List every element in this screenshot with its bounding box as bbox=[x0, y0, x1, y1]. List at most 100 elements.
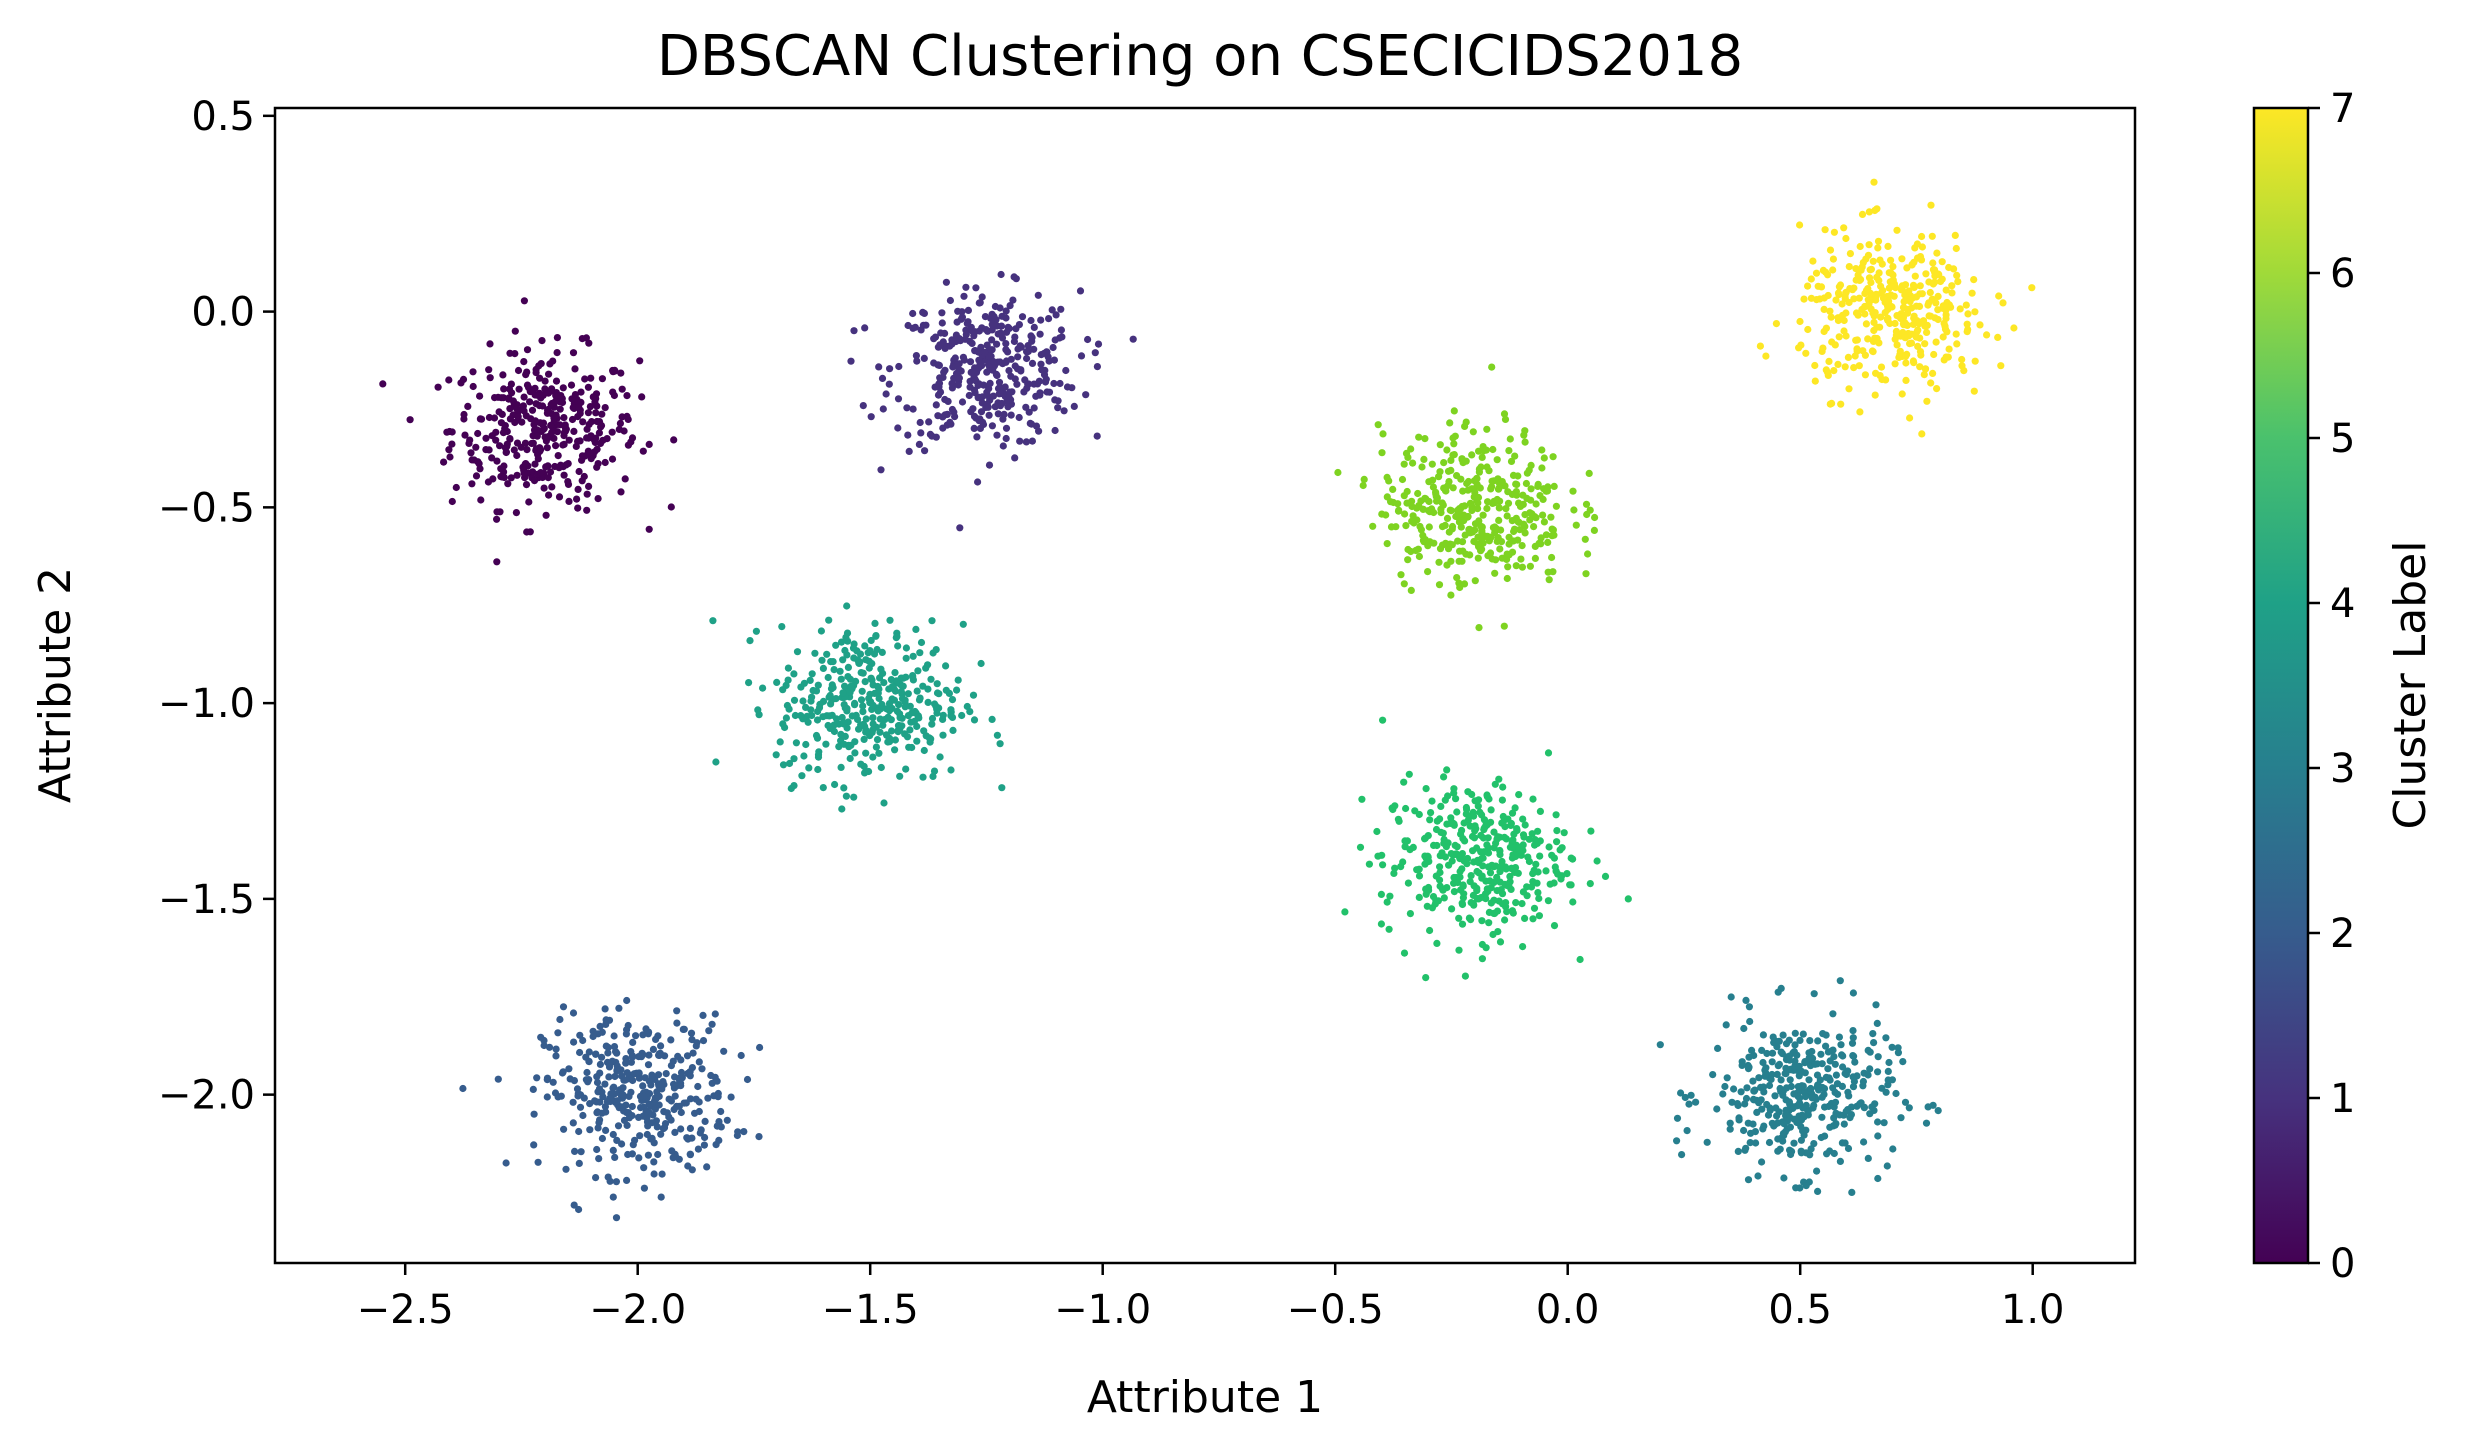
point bbox=[1855, 294, 1863, 302]
point bbox=[840, 784, 848, 792]
point bbox=[1093, 432, 1101, 440]
point bbox=[612, 1178, 621, 1186]
point bbox=[621, 475, 629, 483]
point bbox=[1518, 542, 1526, 550]
point bbox=[1365, 860, 1373, 868]
point bbox=[1995, 292, 2003, 300]
point bbox=[1359, 481, 1367, 490]
point bbox=[1527, 496, 1535, 504]
point bbox=[1532, 500, 1540, 508]
point bbox=[529, 439, 537, 447]
point bbox=[1585, 469, 1593, 477]
point bbox=[1400, 580, 1408, 588]
point bbox=[1826, 246, 1835, 254]
point bbox=[657, 1130, 665, 1138]
point bbox=[1054, 404, 1062, 412]
point bbox=[1826, 1057, 1834, 1065]
point bbox=[575, 1127, 583, 1136]
point bbox=[928, 617, 936, 625]
point bbox=[1056, 379, 1064, 388]
point bbox=[1470, 493, 1478, 501]
point bbox=[683, 1134, 691, 1142]
point bbox=[1450, 873, 1458, 882]
point bbox=[1045, 388, 1054, 396]
point bbox=[1459, 894, 1467, 902]
point bbox=[1522, 479, 1530, 488]
cluster-5 bbox=[1341, 716, 1632, 982]
point bbox=[1456, 873, 1464, 881]
point bbox=[989, 392, 998, 400]
point bbox=[1837, 400, 1845, 408]
point bbox=[1918, 430, 1926, 438]
point bbox=[1468, 451, 1476, 459]
point bbox=[1785, 1036, 1793, 1044]
point bbox=[532, 369, 540, 377]
point bbox=[1391, 802, 1399, 810]
point bbox=[1440, 894, 1448, 902]
point bbox=[534, 455, 542, 463]
point bbox=[987, 314, 995, 322]
point bbox=[1502, 505, 1510, 513]
point bbox=[1790, 1103, 1798, 1111]
point bbox=[1051, 426, 1059, 435]
point bbox=[902, 654, 910, 662]
point bbox=[1545, 576, 1553, 584]
point bbox=[1484, 834, 1492, 842]
point bbox=[1474, 856, 1482, 864]
point bbox=[1471, 526, 1479, 534]
point bbox=[1954, 278, 1962, 286]
point bbox=[492, 428, 500, 436]
point bbox=[1532, 860, 1540, 868]
point bbox=[1488, 363, 1496, 371]
point bbox=[872, 632, 880, 640]
point bbox=[687, 1029, 696, 1037]
point bbox=[537, 1033, 545, 1041]
point bbox=[1002, 424, 1011, 432]
y-tick-label: 0.0 bbox=[191, 290, 255, 336]
cluster-6 bbox=[1334, 363, 1599, 632]
point bbox=[1864, 1046, 1872, 1054]
point bbox=[476, 392, 484, 400]
point bbox=[655, 1101, 663, 1109]
point bbox=[809, 686, 817, 695]
point bbox=[1812, 269, 1821, 277]
point bbox=[1428, 797, 1436, 805]
point bbox=[486, 340, 494, 348]
point bbox=[554, 1029, 562, 1037]
point bbox=[1002, 346, 1010, 354]
point bbox=[1402, 804, 1410, 813]
point bbox=[1831, 1088, 1839, 1096]
point bbox=[1461, 972, 1469, 980]
point bbox=[876, 674, 884, 682]
point bbox=[1450, 888, 1458, 896]
point bbox=[872, 743, 881, 751]
point bbox=[804, 718, 812, 726]
point bbox=[545, 491, 553, 499]
point bbox=[1570, 506, 1578, 514]
point bbox=[1774, 1135, 1782, 1143]
point bbox=[1970, 387, 1978, 395]
point bbox=[1483, 504, 1491, 513]
point bbox=[974, 394, 982, 402]
point bbox=[1450, 440, 1458, 448]
point bbox=[460, 410, 468, 419]
point bbox=[997, 270, 1005, 279]
point bbox=[1840, 1120, 1848, 1128]
point bbox=[1806, 1037, 1814, 1045]
point bbox=[1034, 291, 1042, 299]
point bbox=[1852, 336, 1860, 344]
point bbox=[593, 1098, 601, 1106]
point bbox=[1456, 510, 1464, 519]
point bbox=[1542, 531, 1550, 539]
point bbox=[1587, 827, 1595, 835]
point bbox=[1415, 893, 1423, 902]
point bbox=[556, 405, 564, 413]
point bbox=[461, 431, 469, 439]
point bbox=[1910, 258, 1918, 266]
point bbox=[1796, 1184, 1804, 1192]
point bbox=[1825, 357, 1833, 365]
point bbox=[1491, 569, 1499, 577]
point bbox=[1871, 309, 1879, 317]
point bbox=[1382, 511, 1390, 519]
point bbox=[1009, 296, 1017, 304]
